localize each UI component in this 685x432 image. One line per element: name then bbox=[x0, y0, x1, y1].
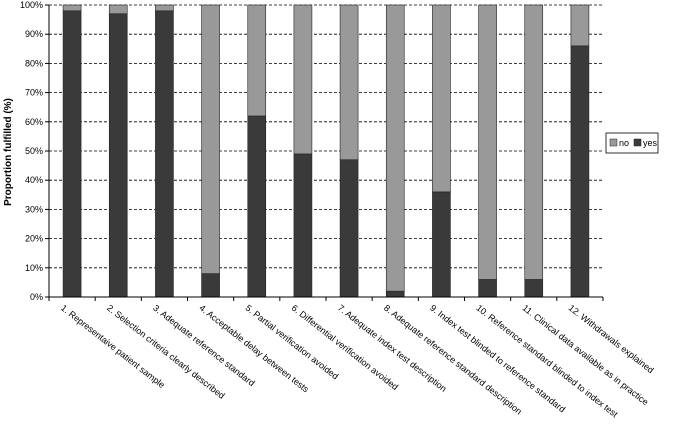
bar-yes-2 bbox=[108, 13, 128, 298]
bar-no-9 bbox=[432, 4, 451, 193]
y-tick-label: 80% bbox=[25, 58, 43, 68]
bar-no-3 bbox=[155, 4, 174, 12]
bar-no-12 bbox=[570, 4, 590, 47]
bar-no-11 bbox=[524, 4, 544, 280]
x-category-label: 5. Partial verification avoided bbox=[244, 303, 341, 382]
bar-no-2 bbox=[108, 4, 128, 15]
bar-yes-1 bbox=[62, 10, 82, 298]
y-axis-title: Proportion fulfilled (%) bbox=[3, 98, 14, 206]
legend-swatch-no bbox=[609, 138, 618, 147]
bar-yes-8 bbox=[385, 290, 405, 298]
y-tick-label: 10% bbox=[25, 263, 43, 273]
y-tick-labels: 0% 10% 20% 30% 40% 50% 60% 70% 80% 90% 100% bbox=[20, 0, 43, 302]
bar-no-1 bbox=[62, 4, 82, 12]
y-tick-label: 40% bbox=[25, 175, 43, 185]
bar-no-7 bbox=[339, 4, 359, 161]
bar-yes-4 bbox=[201, 273, 220, 298]
y-tick-label: 50% bbox=[25, 146, 43, 156]
bar-no-8 bbox=[385, 4, 405, 292]
bar-yes-12 bbox=[570, 45, 590, 298]
bar-yes-11 bbox=[524, 279, 544, 298]
bar-no-4 bbox=[201, 4, 220, 274]
y-tick-label: 20% bbox=[25, 234, 43, 244]
bar-yes-9 bbox=[432, 191, 451, 298]
bars bbox=[62, 4, 590, 298]
bar-no-5 bbox=[247, 4, 267, 117]
bar-no-10 bbox=[478, 4, 497, 280]
bar-no-6 bbox=[293, 4, 313, 155]
legend-swatch-yes bbox=[633, 138, 642, 147]
legend-box bbox=[605, 132, 659, 154]
gridlines bbox=[45, 4, 603, 298]
y-tick-label: 100% bbox=[20, 0, 43, 10]
bar-yes-7 bbox=[339, 159, 359, 298]
x-category-label: 12. Withdrawals explained bbox=[567, 303, 656, 376]
bar-yes-10 bbox=[478, 279, 497, 298]
y-tick-label: 90% bbox=[25, 29, 43, 39]
legend-label-no: no bbox=[619, 138, 629, 148]
legend-label-yes: yes bbox=[643, 138, 658, 148]
axes bbox=[48, 5, 604, 301]
legend: no yes bbox=[605, 132, 659, 154]
bar-yes-5 bbox=[247, 115, 267, 298]
y-tick-label: 70% bbox=[25, 88, 43, 98]
bar-yes-3 bbox=[155, 10, 174, 298]
bar-yes-6 bbox=[293, 153, 313, 298]
y-tick-label: 0% bbox=[30, 292, 43, 302]
y-tick-label: 30% bbox=[25, 204, 43, 214]
y-tick-label: 60% bbox=[25, 117, 43, 127]
